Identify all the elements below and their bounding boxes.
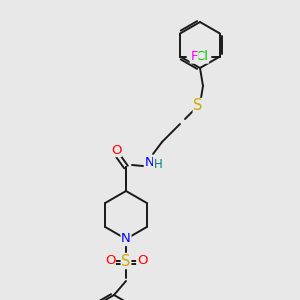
Text: Cl: Cl	[195, 50, 208, 63]
Text: O: O	[137, 254, 147, 268]
Text: S: S	[193, 98, 203, 113]
Text: F: F	[190, 50, 198, 63]
Text: S: S	[121, 254, 131, 268]
Text: H: H	[154, 158, 162, 170]
Text: N: N	[121, 232, 131, 245]
Text: O: O	[111, 143, 121, 157]
Text: N: N	[145, 155, 155, 169]
Text: O: O	[105, 254, 115, 268]
